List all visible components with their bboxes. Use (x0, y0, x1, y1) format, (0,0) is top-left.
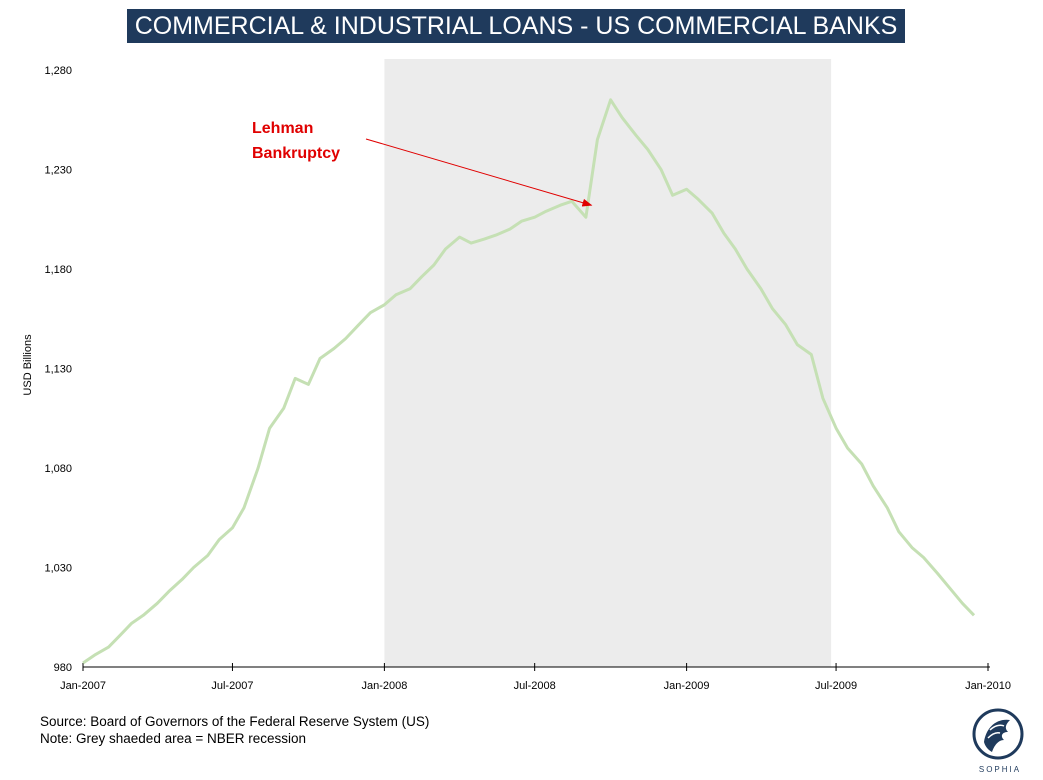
source-note: Source: Board of Governors of the Federa… (40, 714, 430, 729)
x-tick-label: Jan-2008 (361, 680, 407, 692)
y-tick-label: 1,130 (44, 363, 72, 375)
y-tick-label: 980 (54, 662, 72, 674)
sophia-logo-icon: SOPHIA (972, 708, 1024, 774)
y-tick-label: 1,180 (44, 264, 72, 276)
y-tick-label: 1,030 (44, 562, 72, 574)
logo-text: SOPHIA (979, 765, 1021, 774)
x-tick-label: Jan-2007 (60, 680, 106, 692)
y-axis-label: USD Billions (22, 334, 34, 396)
x-tick-label: Jul-2009 (815, 680, 857, 692)
y-tick-label: 1,080 (44, 463, 72, 475)
x-tick-label: Jul-2007 (211, 680, 253, 692)
x-tick-label: Jan-2009 (664, 680, 710, 692)
footer: Source: Board of Governors of the Federa… (40, 713, 429, 747)
annotation-label: Bankruptcy (252, 145, 340, 162)
x-tick-label: Jan-2010 (965, 680, 1011, 692)
annotation-arrow (365, 138, 593, 207)
series-line (82, 98, 976, 665)
y-tick-label: 1,230 (44, 164, 72, 176)
recession-note: Note: Grey shaeded area = NBER recession (40, 731, 307, 746)
recession-area (384, 59, 832, 667)
x-tick-label: Jul-2008 (514, 680, 556, 692)
y-tick-label: 1,280 (44, 65, 72, 77)
annotation-label: Lehman (252, 120, 313, 137)
chart-title: COMMERCIAL & INDUSTRIAL LOANS - US COMME… (127, 9, 905, 43)
